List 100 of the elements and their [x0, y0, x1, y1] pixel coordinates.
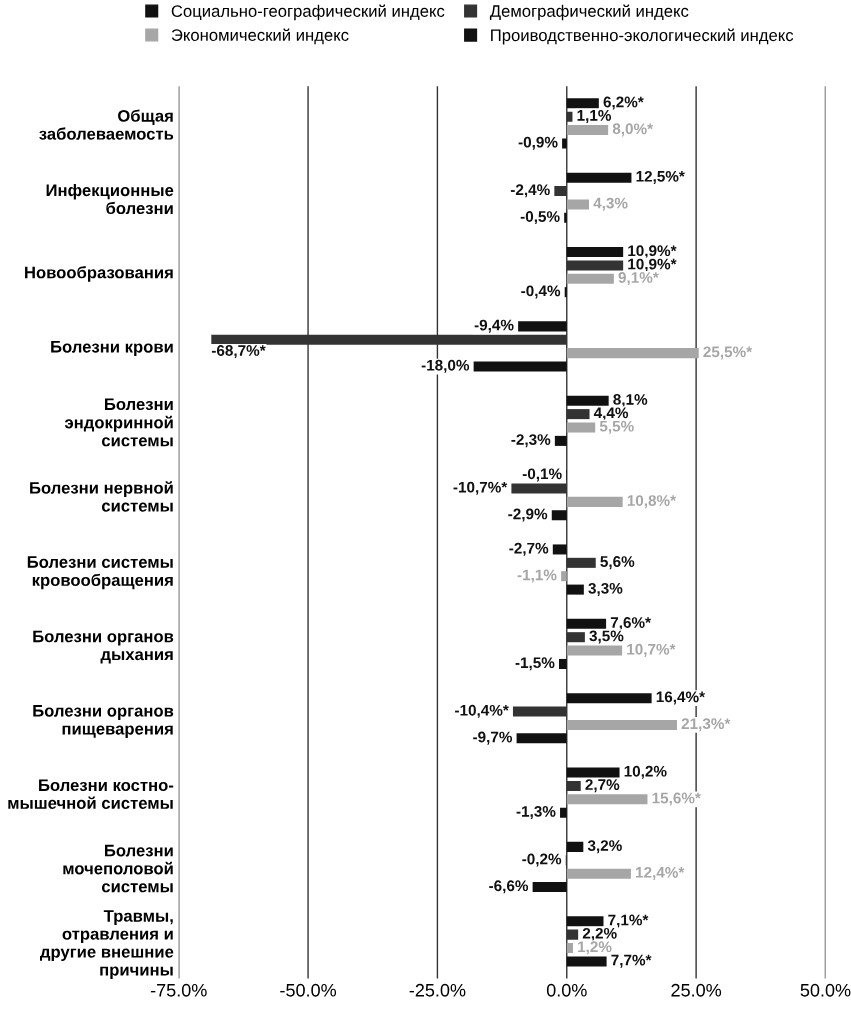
bar	[566, 841, 584, 852]
y-tick-label: Болезни органов пищеварения	[33, 705, 174, 738]
data-label: -68,7%*	[211, 345, 266, 359]
data-label: -0,9%	[518, 136, 558, 150]
data-label: 10,7%*	[627, 643, 676, 657]
y-tick-label: Болезни мочеполовой системы	[63, 844, 173, 893]
data-label: -2,9%	[508, 508, 548, 522]
legend-label: Демографический индекс	[489, 4, 689, 21]
data-label: 10,9%*	[628, 245, 677, 259]
data-label: 3,3%	[588, 582, 623, 596]
data-label: -9,7%	[473, 731, 513, 745]
bar	[566, 199, 590, 210]
data-label: -6,6%	[489, 880, 529, 894]
data-label: -10,7%*	[453, 481, 508, 495]
data-label: -18,0%	[421, 359, 470, 373]
bar	[566, 794, 648, 805]
data-label: 1,2%	[578, 941, 612, 955]
bar	[566, 125, 609, 136]
data-label: 1,1%	[577, 110, 612, 123]
bar	[566, 584, 584, 595]
y-tick-label: Болезни эндокринной системы	[64, 398, 173, 447]
data-label: 15,6%*	[652, 792, 701, 806]
x-tick-label: 25.0%	[671, 983, 722, 997]
bar	[566, 172, 632, 183]
y-tick-label: Болезни костно- мышечной системы	[8, 779, 174, 809]
bar	[562, 138, 567, 149]
data-label: -1,1%	[517, 569, 557, 583]
bar	[554, 435, 567, 446]
data-label: 3,2%	[587, 840, 622, 854]
data-label: -0,2%	[522, 853, 562, 867]
data-label: 12,4%*	[636, 866, 685, 880]
y-tick-label: Болезни системы кровообращения	[27, 556, 173, 590]
data-label: -1,5%	[515, 657, 555, 671]
data-label: -2,7%	[509, 542, 549, 556]
bar	[532, 882, 567, 893]
bar	[566, 273, 614, 284]
bar	[560, 807, 567, 818]
bar	[559, 658, 567, 669]
bar	[564, 287, 567, 298]
data-label: -2,3%	[511, 434, 551, 448]
y-tick-label: Травмы, отравления и другие внешние причины	[40, 910, 174, 979]
data-label: 4,4%	[593, 407, 629, 421]
data-label: -9,4%	[474, 319, 514, 333]
x-tick-label: -50.0%	[280, 983, 337, 997]
bar	[566, 719, 677, 730]
y-tick-label: Болезни органов дыхания	[33, 630, 174, 664]
bar	[566, 496, 623, 507]
data-label: 7,7%*	[611, 954, 652, 968]
data-label: 6,2%*	[603, 96, 644, 110]
data-label: 12,5%*	[636, 170, 685, 184]
data-label: -0,4%	[521, 285, 561, 299]
data-label: 25,5%*	[703, 346, 753, 360]
data-label: 5,5%	[599, 420, 634, 434]
bar	[566, 395, 609, 406]
legend-label: Экономический индекс	[171, 28, 349, 45]
bar	[566, 943, 573, 954]
bar	[564, 212, 567, 223]
y-tick-label: Болезни нервной системы	[30, 481, 173, 512]
y-tick-label: Инфекционные болезни	[46, 183, 174, 215]
bar	[551, 510, 567, 521]
bar	[566, 422, 596, 433]
bar	[566, 693, 652, 704]
bar	[518, 321, 567, 332]
data-label: 8,0%*	[612, 123, 654, 137]
data-label: -2,4%	[510, 184, 550, 198]
data-label: -0,5%	[520, 211, 560, 225]
bar	[552, 544, 567, 555]
y-tick-label: Новообразования	[25, 265, 173, 282]
bar	[566, 246, 624, 258]
data-label: 4,3%	[593, 197, 628, 211]
bar	[566, 868, 631, 879]
data-label: -1,3%	[516, 805, 556, 819]
x-tick-label: -75.0%	[150, 983, 207, 997]
data-label: 21,3%*	[681, 718, 731, 732]
bar	[566, 956, 607, 967]
bar	[566, 767, 620, 778]
bar	[516, 733, 567, 744]
bar	[566, 348, 699, 359]
data-label: 3,5%	[589, 630, 624, 644]
data-label: -0,1%	[522, 468, 562, 482]
data-label: 7,1%*	[608, 914, 649, 928]
data-label: 8,1%	[613, 394, 648, 408]
data-label: 16,4%*	[656, 691, 706, 705]
data-label: 2,2%	[582, 927, 617, 941]
data-label: 10,8%*	[627, 495, 677, 509]
data-label: 5,6%	[600, 556, 635, 570]
y-tick-label: Общая заболеваемость	[39, 109, 174, 140]
bar	[473, 361, 567, 372]
x-tick-label: -25.0%	[409, 983, 466, 997]
data-label: 10,2%	[624, 765, 667, 779]
legend-label: Проиводственно-экологический индекс	[491, 28, 794, 45]
bar	[566, 618, 607, 629]
data-label: -10,4%*	[455, 704, 509, 718]
data-label: 2,7%	[585, 779, 620, 793]
x-tick-label: 0.0%	[546, 983, 587, 997]
data-label: 10,9%*	[628, 258, 677, 272]
data-label: 7,6%*	[610, 617, 651, 631]
bar	[561, 571, 567, 582]
bar	[566, 645, 623, 656]
y-tick-label: Болезни крови	[51, 341, 173, 356]
